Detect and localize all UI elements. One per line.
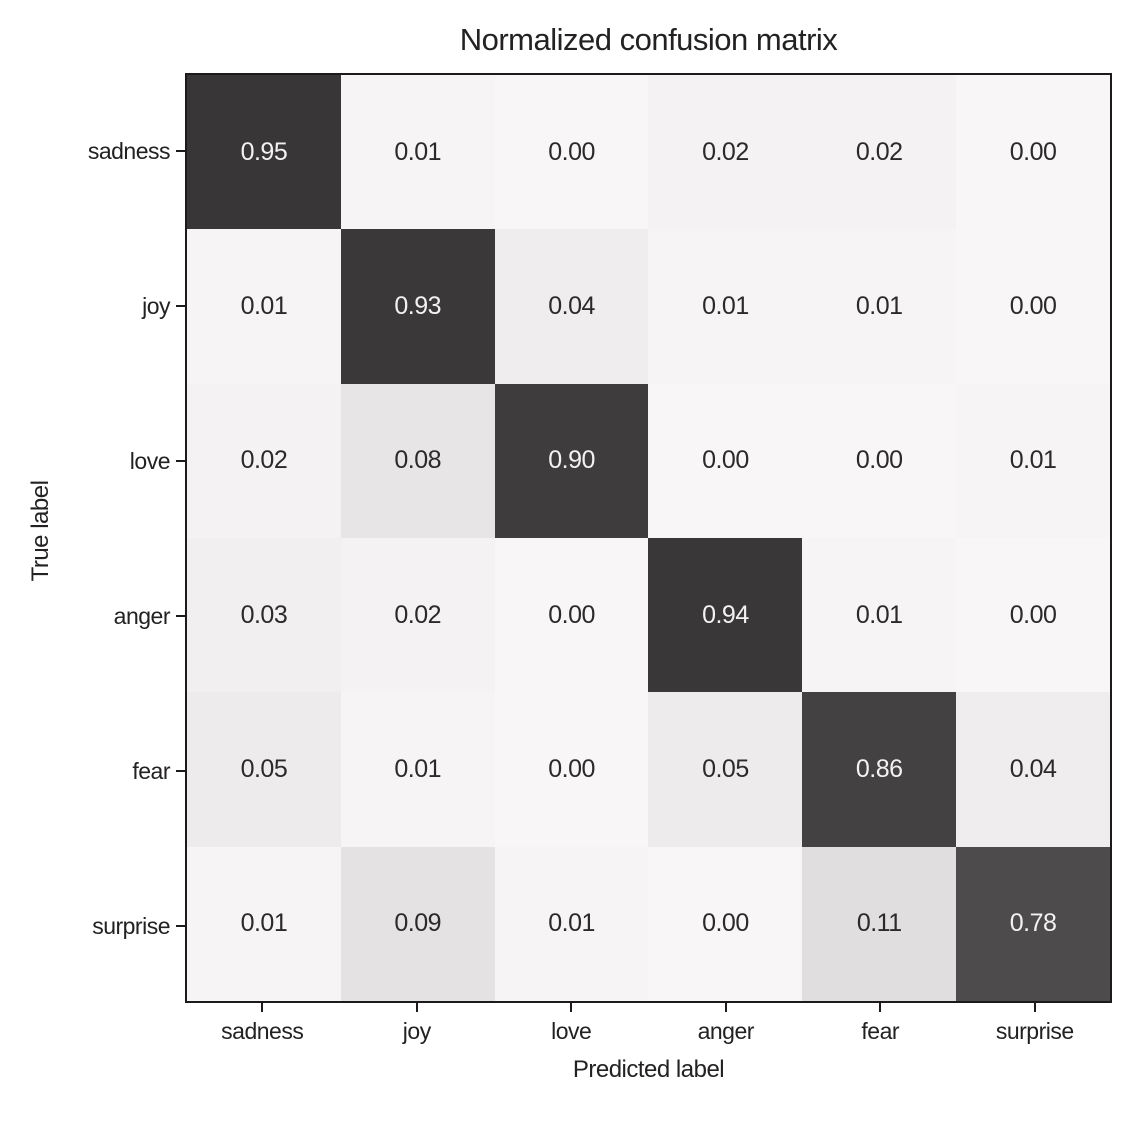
- matrix-cell: 0.78: [956, 846, 1110, 1001]
- matrix-cell: 0.09: [340, 846, 495, 1001]
- x-tick-mark: [879, 1003, 882, 1012]
- matrix-cell: 0.11: [802, 846, 957, 1001]
- x-tick-mark: [724, 1003, 727, 1012]
- x-tick-mark: [415, 1003, 418, 1012]
- matrix-cell: 0.01: [494, 846, 649, 1001]
- y-tick-label: sadness: [87, 137, 171, 164]
- matrix-cell: 0.90: [494, 383, 649, 538]
- x-tick-mark: [1033, 1003, 1036, 1012]
- y-tick-mark: [176, 769, 185, 772]
- matrix-cell: 0.00: [802, 383, 957, 538]
- matrix-cell: 0.04: [956, 692, 1110, 847]
- x-axis-title: Predicted label: [572, 1056, 725, 1083]
- heatmap-grid: 0.95 0.01 0.00 0.02 0.02 0.00 0.01 0.93 0.04 0.01…: [185, 73, 1112, 1003]
- x-tick-label: fear: [861, 1018, 900, 1044]
- x-tick-label: joy: [402, 1018, 431, 1044]
- y-tick-label: joy: [142, 292, 170, 319]
- matrix-cell: 0.01: [648, 229, 803, 384]
- matrix-cell: 0.03: [187, 537, 341, 693]
- matrix-cell: 0.05: [187, 692, 341, 847]
- x-tick-mark: [570, 1003, 573, 1012]
- matrix-cell: 0.95: [187, 75, 341, 230]
- y-axis-title: True label: [27, 480, 54, 582]
- matrix-cell: 0.00: [956, 75, 1110, 230]
- x-tick-label: sadness: [221, 1018, 304, 1044]
- matrix-cell: 0.00: [956, 537, 1110, 693]
- matrix-cell: 0.08: [340, 383, 495, 538]
- matrix-cell: 0.01: [340, 75, 495, 230]
- y-tick-mark: [176, 304, 185, 307]
- x-tick-mark: [261, 1003, 264, 1012]
- y-tick-label: anger: [113, 602, 171, 629]
- matrix-cell: 0.01: [340, 692, 495, 847]
- y-tick-label: fear: [132, 757, 170, 784]
- matrix-cell: 0.02: [340, 537, 495, 693]
- matrix-cell: 0.93: [340, 229, 495, 384]
- matrix-cell: 0.01: [956, 383, 1110, 538]
- matrix-cell: 0.86: [802, 692, 957, 847]
- matrix-cell: 0.01: [187, 229, 341, 384]
- matrix-cell: 0.94: [648, 537, 803, 693]
- y-tick-mark: [176, 614, 185, 617]
- y-tick-mark: [176, 149, 185, 152]
- x-tick-label: anger: [697, 1018, 755, 1044]
- matrix-cell: 0.05: [648, 692, 803, 847]
- matrix-cell: 0.01: [187, 846, 341, 1001]
- matrix-cell: 0.00: [956, 229, 1110, 384]
- matrix-cell: 0.00: [648, 846, 803, 1001]
- matrix-cell: 0.02: [802, 75, 957, 230]
- matrix-cell: 0.01: [802, 229, 957, 384]
- y-tick-mark: [176, 459, 185, 462]
- matrix-cell: 0.02: [648, 75, 803, 230]
- matrix-cell: 0.00: [494, 692, 649, 847]
- matrix-cell: 0.04: [494, 229, 649, 384]
- x-tick-label: surprise: [995, 1018, 1074, 1044]
- x-tick-label: love: [551, 1018, 592, 1044]
- matrix-cell: 0.01: [802, 537, 957, 693]
- y-tick-label: surprise: [92, 912, 170, 939]
- matrix-cell: 0.00: [494, 75, 649, 230]
- chart-title: Normalized confusion matrix: [459, 22, 838, 57]
- matrix-cell: 0.00: [648, 383, 803, 538]
- matrix-cell: 0.02: [187, 383, 341, 538]
- matrix-cell: 0.00: [494, 537, 649, 693]
- y-tick-mark: [176, 924, 185, 927]
- y-tick-label: love: [129, 447, 171, 474]
